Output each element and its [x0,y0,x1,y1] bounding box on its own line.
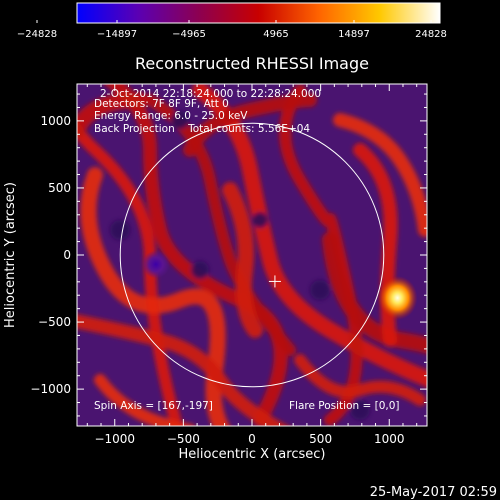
band-segment [279,84,363,426]
band-segment [80,167,230,426]
colorbar-frame [76,2,441,24]
flare-position-label: Flare Position = [0,0] [289,400,400,412]
x-axis-label: Heliocentric X (arcsec) [179,447,326,462]
info-time-range: 2-Oct-2014 22:18:24.000 to 22:28:24.000 [100,88,321,100]
dark-patch [191,261,209,279]
spin-axis-label: Spin Axis = [167,-197] [94,400,213,412]
sources [141,250,418,320]
colorbar-tick-label: −4965 [172,29,206,40]
y-tick-label: 1000 [40,114,71,128]
info-block: 2-Oct-2014 22:18:24.000 to 22:28:24.000 … [94,88,400,412]
colorbar [77,3,440,23]
y-tick-label: −500 [38,315,71,329]
colorbar-tick-label: −24828 [17,29,57,40]
dark-patch [171,111,189,129]
dark-patch [110,220,130,240]
colorbar-tick-label: −14897 [97,29,137,40]
colorbar-tick-label: 24828 [415,29,447,40]
y-tick-label: −1000 [30,382,71,396]
x-tick-label: −1000 [94,432,135,446]
info-energy-range: Energy Range: 6.0 - 25.0 keV [94,110,248,122]
chart-title: Reconstructed RHESSI Image [135,54,369,73]
axis-ticks: −1000 −500 0 500 1000 −1000 −500 0 500 1000 [30,84,427,446]
dark-patch [350,400,370,420]
timestamp: 25-May-2017 02:59 [370,485,497,500]
info-detectors: Detectors: 7F 8F 9F, Att 0 [94,98,229,110]
x-tick-label: 1000 [374,432,405,446]
band-segment [294,354,426,406]
x-tick-label: −500 [167,432,200,446]
interference-bands [77,84,427,426]
band-segment [94,374,195,426]
y-tick-label: 500 [48,181,71,195]
overlay [119,122,385,388]
y-tick-label: 0 [63,248,71,262]
band-segment [183,93,317,157]
dark-patch [252,212,268,228]
x-tick-label: 500 [309,432,332,446]
colorbar-tick-label: 4965 [263,29,288,40]
band-segment [77,314,289,426]
colorbar-ticks: −24828 −14897 −4965 4965 14897 24828 [17,20,447,40]
cold-source [141,250,170,279]
dark-patch [310,280,330,300]
band-segment [333,113,427,237]
colorbar-tick-label: 14897 [338,29,370,40]
y-axis-label: Heliocentric Y (arcsec) [3,182,18,328]
hot-source [377,275,418,320]
plot-image [77,84,427,426]
x-tick-label: 0 [248,432,256,446]
info-counts: Back Projection Total counts: 5.56E+04 [94,123,310,135]
band-segment [192,84,427,388]
band-segment [222,182,263,338]
band-segment [77,92,148,138]
solar-limb [119,122,385,388]
